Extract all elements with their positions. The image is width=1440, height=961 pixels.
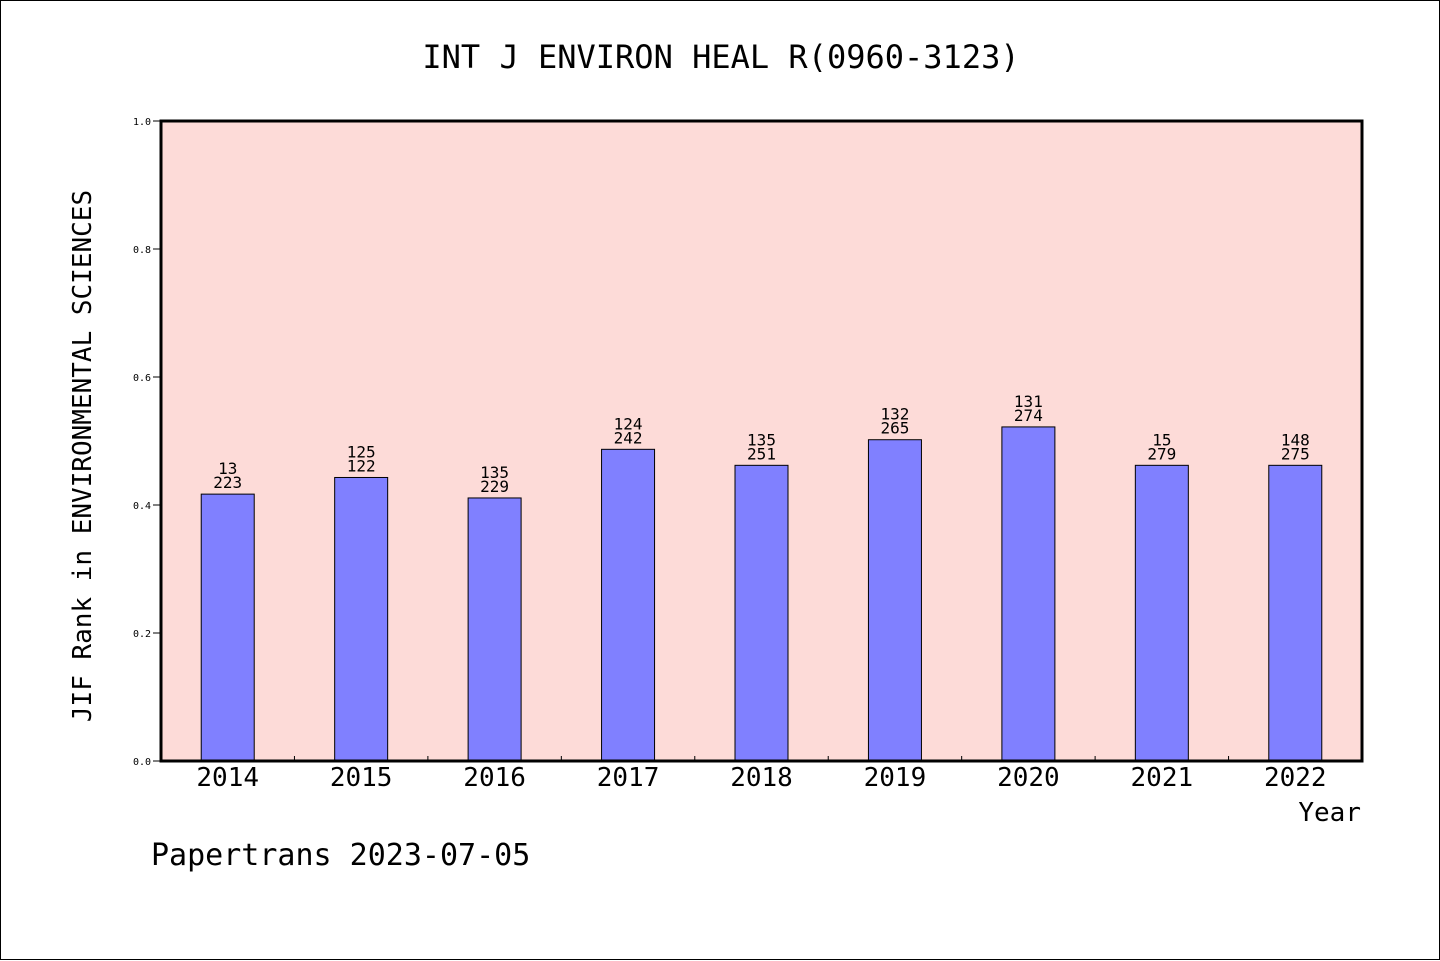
data-label-bottom-2021: 279 bbox=[1147, 444, 1176, 463]
data-label-top-2020: 131 bbox=[1014, 392, 1043, 411]
data-label-top-2017: 124 bbox=[614, 414, 643, 433]
y-tick-label: 0.2 bbox=[133, 629, 151, 640]
data-label-bottom-2015: 122 bbox=[347, 456, 376, 475]
x-tick-label-2022: 2022 bbox=[1264, 763, 1327, 793]
plot-frame bbox=[159, 119, 1364, 763]
x-axis-label: Year bbox=[1298, 798, 1361, 828]
bar-2018 bbox=[734, 464, 789, 762]
data-label-bottom-2017: 242 bbox=[614, 428, 643, 447]
x-tick-label-2016: 2016 bbox=[463, 763, 526, 793]
bar-2014 bbox=[200, 493, 255, 762]
chart-title: INT J ENVIRON HEAL R(0960-3123) bbox=[422, 38, 1019, 76]
data-label-top-2021: 15 bbox=[1152, 430, 1171, 449]
data-label-top-2019: 132 bbox=[880, 405, 909, 424]
x-tick-label-2019: 2019 bbox=[864, 763, 927, 793]
x-tick-label-2015: 2015 bbox=[330, 763, 393, 793]
data-label-bottom-2016: 229 bbox=[480, 477, 509, 496]
data-label-top-2018: 135 bbox=[747, 430, 776, 449]
bar-2020 bbox=[1001, 426, 1056, 762]
data-label-bottom-2019: 265 bbox=[880, 419, 909, 438]
y-tick-label: 0.0 bbox=[133, 757, 151, 768]
x-tick-label-2018: 2018 bbox=[730, 763, 793, 793]
footer-credit: Papertrans 2023-07-05 bbox=[151, 838, 530, 873]
y-axis-label: JIF Rank in ENVIRONMENTAL SCIENCES bbox=[68, 190, 98, 722]
y-tick-label: 0.4 bbox=[133, 501, 151, 512]
data-label-top-2016: 135 bbox=[480, 463, 509, 482]
y-tick-label: 0.8 bbox=[133, 245, 151, 256]
bar-2017 bbox=[601, 448, 656, 762]
x-tick-label-2017: 2017 bbox=[597, 763, 660, 793]
bar-2016 bbox=[467, 497, 522, 762]
x-axis-ticks: 2014 2015 2016 2017 2018 2019 2020 2021 2022 bbox=[196, 756, 1327, 793]
data-label-top-2015: 125 bbox=[347, 442, 376, 461]
y-tick-label: 0.6 bbox=[133, 373, 151, 384]
bar-2021 bbox=[1134, 464, 1189, 762]
data-label-top-2014: 13 bbox=[218, 459, 237, 478]
y-tick-label: 1.0 bbox=[133, 117, 151, 128]
x-tick-label-2020: 2020 bbox=[997, 763, 1060, 793]
data-label-bottom-2014: 223 bbox=[213, 473, 242, 492]
data-label-bottom-2022: 275 bbox=[1281, 444, 1310, 463]
data-label-bottom-2020: 274 bbox=[1014, 406, 1043, 425]
data-label-bottom-2018: 251 bbox=[747, 444, 776, 463]
x-tick-label-2014: 2014 bbox=[196, 763, 259, 793]
bar-2019 bbox=[867, 439, 922, 762]
bar-group bbox=[200, 426, 1323, 762]
y-axis-ticks: 0.0 0.2 0.4 0.6 0.8 1.0 bbox=[133, 117, 161, 768]
x-tick-label-2021: 2021 bbox=[1131, 763, 1194, 793]
data-label-top-2022: 148 bbox=[1281, 430, 1310, 449]
bar-2022 bbox=[1268, 464, 1323, 762]
bar-2015 bbox=[334, 476, 389, 762]
